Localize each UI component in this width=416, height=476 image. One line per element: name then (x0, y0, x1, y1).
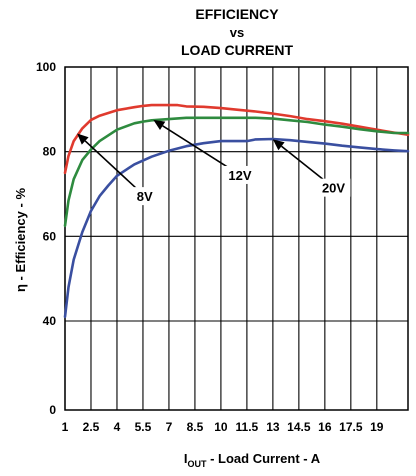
y-tick-label: 0 (49, 403, 56, 417)
annotation-bg-12v (222, 165, 257, 184)
x-tick-label: 16 (318, 420, 332, 434)
series-line-8v (63, 103, 410, 175)
annotation-arrow-12v (162, 125, 232, 171)
y-axis-label: η - Efficiency - % (13, 188, 28, 292)
y-tick-label: 40 (43, 314, 57, 328)
x-axis-label: IOUT - Load Current - A (184, 451, 321, 469)
x-tick-label: 13 (266, 420, 280, 434)
x-tick-label: 1 (62, 420, 69, 434)
annotation-arrow-20v (280, 145, 327, 183)
chart-title-line-2: vs (230, 25, 244, 40)
x-tick-label: 14.5 (287, 420, 311, 434)
y-tick-label: 80 (43, 145, 57, 159)
y-tick-label: 60 (43, 229, 57, 243)
x-tick-label: 11.5 (236, 420, 259, 434)
x-tick-label: 7 (166, 420, 173, 434)
x-tick-label: 10 (214, 420, 228, 434)
x-tick-label: 19 (370, 420, 384, 434)
annotation-arrowhead-8v (77, 133, 89, 145)
y-tick-label: 100 (36, 60, 56, 74)
x-tick-label: 5.5 (135, 420, 152, 434)
chart-title-line-3: LOAD CURRENT (181, 42, 293, 58)
x-tick-label: 2.5 (83, 420, 100, 434)
series-line-20v (63, 137, 410, 319)
x-axis-label-suffix: - Load Current - A (207, 451, 321, 466)
annotation-label-8v: 8V (137, 189, 153, 204)
chart-title: EFFICIENCY vs LOAD CURRENT (181, 6, 293, 58)
series-line-12v (63, 116, 410, 228)
plot-area: 1 2.5 4 5.5 7 8.5 10 11.5 13 14.5 16 17.5 19 0 40 60 80 1… (36, 60, 410, 434)
x-tick-label: 4 (114, 420, 121, 434)
x-axis-label-subscript: OUT (188, 459, 208, 469)
x-tick-label: 8.5 (187, 420, 204, 434)
annotation-bg-8v (131, 187, 158, 206)
annotation-arrowhead-12v (153, 119, 166, 130)
plot-frame (64, 66, 409, 411)
annotation-label-20v: 20V (322, 181, 345, 196)
annotation-bg-20v (316, 178, 351, 197)
chart-title-line-1: EFFICIENCY (195, 6, 279, 22)
annotation-label-12v: 12V (228, 168, 251, 183)
annotation-arrowhead-20v (272, 139, 285, 151)
x-tick-label: 17.5 (339, 420, 363, 434)
annotation-arrow-8v (84, 140, 138, 190)
x-axis-label-prefix: I (184, 451, 188, 466)
